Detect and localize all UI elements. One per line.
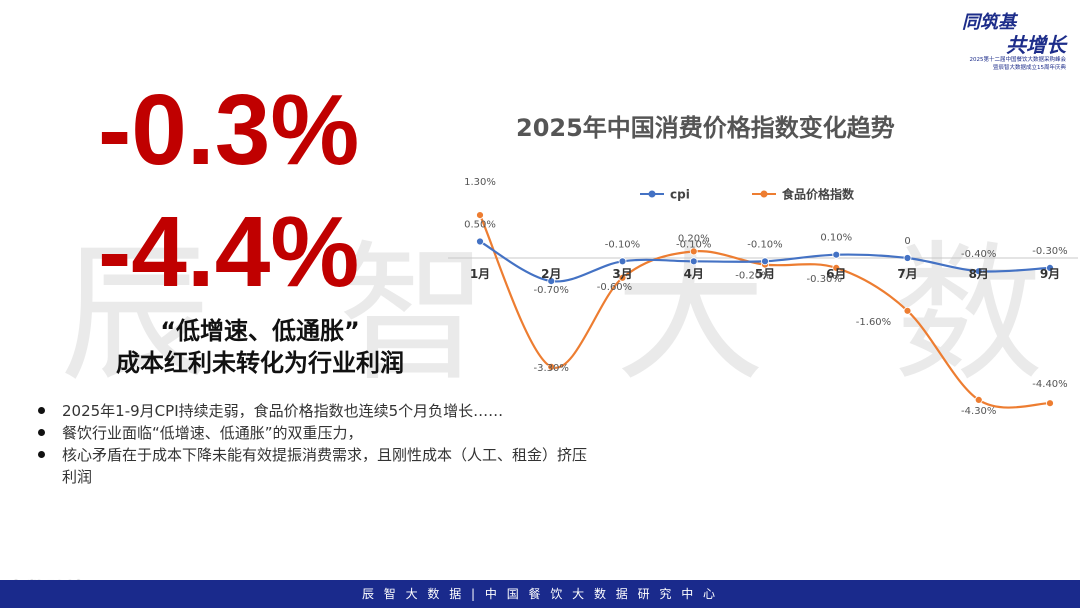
logo-line-1: 同筑基 [962, 12, 1016, 33]
data-label: -0.70% [534, 285, 569, 296]
bullet-item: 餐饮行业面临“低增速、低通胀”的双重压力， [36, 422, 596, 444]
data-point [832, 264, 841, 272]
legend-label: 食品价格指数 [781, 187, 855, 202]
bullet-list: 2025年1-9月CPI持续走弱，食品价格指数也连续5个月负增长…… 餐饮行业面… [36, 400, 596, 488]
data-label: -0.10% [747, 239, 782, 250]
category-label: 3月 [612, 267, 632, 281]
logo-line-2: 共增长 [1006, 33, 1066, 57]
data-point [761, 257, 769, 266]
category-label: 6月 [826, 267, 846, 281]
data-point [903, 254, 912, 262]
data-label: -4.30% [961, 406, 996, 417]
logo-sub-1: 2025第十二届中国餐饮大数据采购峰会 [969, 57, 1067, 63]
category-label: 2月 [541, 267, 561, 281]
data-label: 1.30% [464, 177, 496, 188]
data-label: -1.60% [856, 317, 891, 328]
data-point [618, 257, 627, 266]
data-point [1046, 264, 1054, 272]
data-point [547, 277, 556, 285]
data-label: 0 [904, 236, 910, 247]
legend-swatch-marker [648, 190, 656, 198]
data-label: -3.30% [534, 363, 569, 374]
cpi-headline-value: -0.3% [98, 74, 360, 186]
bullet-item: 核心矛盾在于成本下降未能有效提振消费需求，且刚性成本（人工、租金）挤压利润 [36, 444, 596, 488]
category-label: 7月 [897, 267, 917, 281]
category-label: 9月 [1040, 267, 1060, 281]
data-label: -0.60% [597, 282, 632, 293]
data-label: -0.30% [807, 274, 842, 285]
data-point [832, 250, 841, 259]
category-label: 1月 [470, 267, 490, 281]
data-point [618, 273, 627, 282]
category-label: 5月 [755, 267, 775, 281]
data-point [476, 237, 484, 246]
data-point [903, 306, 912, 315]
line-chart: cpi 食品价格指数 1月 2月 3月 4月 5月 6月 7月 8月 9月 0.50% -0.70% -0… [448, 177, 1078, 417]
data-label: -0.10% [605, 239, 640, 250]
data-label: 0.50% [464, 220, 496, 231]
data-label: -0.30% [1032, 246, 1067, 257]
legend-swatch-marker [760, 190, 768, 198]
legend-label: cpi [670, 188, 690, 202]
data-point [547, 362, 556, 371]
bullet-item: 2025年1-9月CPI持续走弱，食品价格指数也连续5个月负增长…… [36, 400, 596, 422]
data-point [689, 257, 698, 266]
data-label: 0.10% [820, 233, 852, 244]
subheading-2: 成本红利未转化为行业利润 [116, 349, 404, 377]
data-point [974, 395, 983, 404]
category-label: 8月 [969, 267, 989, 281]
data-point [476, 211, 484, 219]
event-logo: 同筑基 共增长 2025第十二届中国餐饮大数据采购峰会 暨辰智大数据成立15周年… [926, 12, 1066, 74]
data-point [974, 267, 983, 276]
data-label: -4.40% [1032, 379, 1067, 390]
data-label: -0.10% [676, 239, 711, 250]
data-label: -0.20% [735, 271, 770, 282]
footer-bar: 辰 智 大 数 据 | 中 国 餐 饮 大 数 据 研 究 中 心 [0, 580, 1080, 608]
category-label: 4月 [684, 267, 704, 281]
food-headline-value: -4.4% [98, 196, 360, 308]
data-label: -0.40% [961, 249, 996, 260]
chart-title: 2025年中国消费价格指数变化趋势 [516, 114, 895, 142]
logo-sub-2: 暨辰智大数据成立15周年庆典 [993, 65, 1066, 71]
data-label: 0.20% [678, 233, 710, 244]
data-point [689, 247, 698, 256]
subheading-1: “低增速、低通胀” [160, 317, 360, 345]
data-point [1046, 399, 1054, 408]
